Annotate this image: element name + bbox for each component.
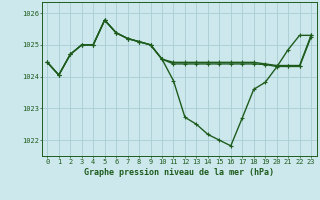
X-axis label: Graphe pression niveau de la mer (hPa): Graphe pression niveau de la mer (hPa): [84, 168, 274, 177]
